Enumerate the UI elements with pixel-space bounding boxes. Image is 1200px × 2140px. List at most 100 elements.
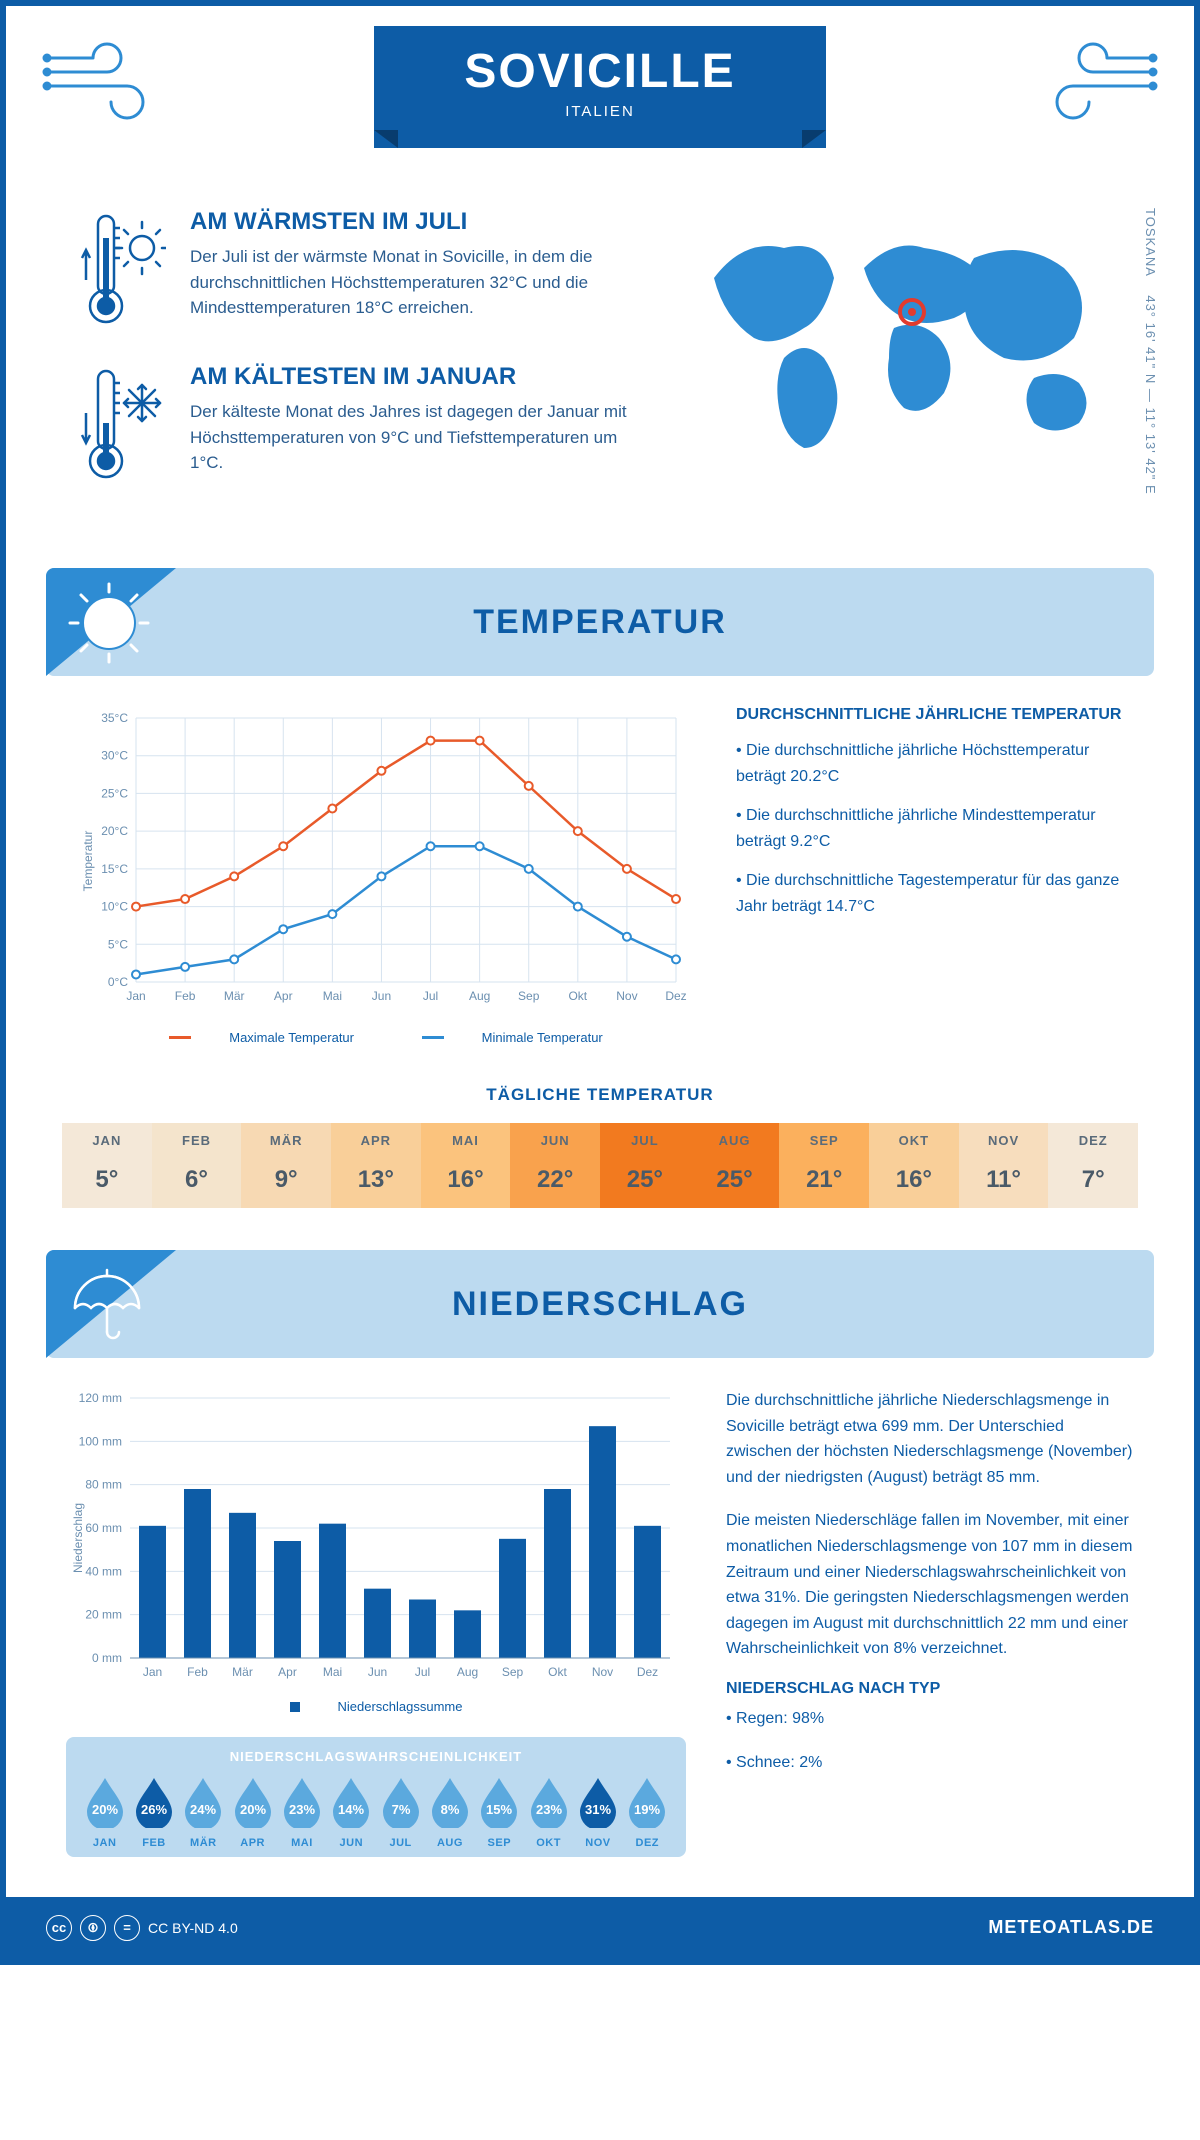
precip-left: 0 mm 20 mm 40 mm 60 mm 80 mm 100 mm 120 mm Nied… (66, 1388, 686, 1857)
svg-text:Nov: Nov (592, 1665, 613, 1679)
svg-text:Temperatur: Temperatur (81, 831, 95, 892)
precip-type2: • Schnee: 2% (726, 1750, 1134, 1776)
infographic-frame: SOVICILLE ITALIEN (0, 0, 1200, 1965)
svg-text:15%: 15% (486, 1802, 512, 1817)
svg-text:Apr: Apr (274, 989, 293, 1003)
heat-cell: NOV11° (959, 1123, 1049, 1208)
svg-text:Okt: Okt (548, 1665, 567, 1679)
drop-cell: 24% MÄR (179, 1774, 228, 1849)
world-map-svg (694, 208, 1124, 468)
heat-table: JAN5°FEB6°MÄR9°APR13°MAI16°JUN22°JUL25°A… (62, 1123, 1138, 1208)
svg-text:Okt: Okt (568, 989, 587, 1003)
svg-text:8%: 8% (441, 1802, 460, 1817)
thermometer-snow-icon (76, 363, 166, 483)
svg-text:25°C: 25°C (101, 786, 128, 800)
svg-text:7%: 7% (391, 1802, 410, 1817)
heat-cell: OKT16° (869, 1123, 959, 1208)
drop-cell: 20% JAN (80, 1774, 129, 1849)
drop-cell: 23% OKT (524, 1774, 573, 1849)
license-text: CC BY-ND 4.0 (148, 1920, 238, 1936)
svg-text:20 mm: 20 mm (85, 1608, 122, 1622)
fact-warm-title: AM WÄRMSTEN IM JULI (190, 208, 654, 236)
svg-text:Feb: Feb (175, 989, 196, 1003)
svg-text:Feb: Feb (187, 1665, 208, 1679)
temp-p3: • Die durchschnittliche Tagestemperatur … (736, 868, 1124, 919)
precip-heading: NIEDERSCHLAG (452, 1285, 748, 1324)
heat-cell: AUG25° (690, 1123, 780, 1208)
svg-text:23%: 23% (536, 1802, 562, 1817)
heat-cell: FEB6° (152, 1123, 242, 1208)
svg-text:Dez: Dez (665, 989, 686, 1003)
drop-cell: 23% MAI (277, 1774, 326, 1849)
world-map: TOSKANA 43° 16' 41" N — 11° 13' 42" E (694, 208, 1124, 518)
precip-type-heading: NIEDERSCHLAG NACH TYP (726, 1680, 1134, 1698)
drop-cell: 31% NOV (573, 1774, 622, 1849)
heat-cell: JUL25° (600, 1123, 690, 1208)
cc-icon: cc (46, 1915, 72, 1941)
svg-text:80 mm: 80 mm (85, 1478, 122, 1492)
svg-text:20%: 20% (92, 1802, 118, 1817)
heat-cell: DEZ7° (1048, 1123, 1138, 1208)
svg-text:60 mm: 60 mm (85, 1521, 122, 1535)
drop-cell: 15% SEP (475, 1774, 524, 1849)
nd-icon: = (114, 1915, 140, 1941)
wind-icon (1028, 34, 1158, 124)
region: TOSKANA (1143, 208, 1158, 277)
svg-text:26%: 26% (141, 1802, 167, 1817)
svg-text:0 mm: 0 mm (92, 1651, 122, 1665)
prob-box: NIEDERSCHLAGSWAHRSCHEINLICHKEIT 20% JAN … (66, 1737, 686, 1857)
fact-warm: AM WÄRMSTEN IM JULI Der Juli ist der wär… (76, 208, 654, 333)
svg-text:Niederschlag: Niederschlag (71, 1503, 85, 1573)
prob-heading: NIEDERSCHLAGSWAHRSCHEINLICHKEIT (80, 1749, 672, 1764)
svg-text:Mär: Mär (232, 1665, 253, 1679)
svg-text:0°C: 0°C (108, 975, 128, 989)
precip-p2: Die meisten Niederschläge fallen im Nove… (726, 1508, 1134, 1662)
svg-text:Aug: Aug (457, 1665, 478, 1679)
drop-cell: 8% AUG (425, 1774, 474, 1849)
svg-text:100 mm: 100 mm (79, 1434, 122, 1448)
temp-text: DURCHSCHNITTLICHE JÄHRLICHE TEMPERATUR •… (736, 706, 1124, 934)
coordinates: 43° 16' 41" N — 11° 13' 42" E (1143, 295, 1158, 494)
precip-type1: • Regen: 98% (726, 1706, 1134, 1732)
svg-text:Jun: Jun (368, 1665, 387, 1679)
svg-text:24%: 24% (190, 1802, 216, 1817)
svg-text:23%: 23% (289, 1802, 315, 1817)
drop-cell: 7% JUL (376, 1774, 425, 1849)
precip-text: Die durchschnittliche jährliche Niedersc… (726, 1388, 1134, 1857)
fact-cold: AM KÄLTESTEN IM JANUAR Der kälteste Mona… (76, 363, 654, 488)
svg-text:35°C: 35°C (101, 711, 128, 725)
svg-text:Jan: Jan (126, 989, 145, 1003)
temp-heading: TEMPERATUR (473, 603, 727, 642)
svg-text:15°C: 15°C (101, 862, 128, 876)
svg-text:120 mm: 120 mm (79, 1391, 122, 1405)
temp-banner: TEMPERATUR (46, 568, 1154, 676)
fact-warm-text: Der Juli ist der wärmste Monat in Sovici… (190, 244, 654, 321)
svg-text:Jul: Jul (415, 1665, 430, 1679)
by-icon: 🅯 (80, 1915, 106, 1941)
svg-text:20%: 20% (240, 1802, 266, 1817)
intro-facts: AM WÄRMSTEN IM JULI Der Juli ist der wär… (76, 208, 654, 518)
precip-row: 0 mm 20 mm 40 mm 60 mm 80 mm 100 mm 120 mm Nied… (6, 1388, 1194, 1897)
svg-text:31%: 31% (585, 1802, 611, 1817)
temp-row: 0°C5°C10°C15°C20°C25°C30°C35°CJanFebMärA… (6, 706, 1194, 1075)
svg-text:Nov: Nov (616, 989, 637, 1003)
svg-text:Jul: Jul (423, 989, 438, 1003)
fact-cold-text: Der kälteste Monat des Jahres ist dagege… (190, 399, 654, 476)
temp-legend: Maximale Temperatur Minimale Temperatur (76, 1027, 696, 1045)
daily-temp-heading: TÄGLICHE TEMPERATUR (6, 1085, 1194, 1105)
drop-cell: 26% FEB (129, 1774, 178, 1849)
svg-text:Dez: Dez (637, 1665, 658, 1679)
svg-text:Mär: Mär (224, 989, 245, 1003)
footer: cc 🅯 = CC BY-ND 4.0 METEOATLAS.DE (6, 1897, 1194, 1959)
country-name: ITALIEN (464, 103, 735, 120)
fact-cold-title: AM KÄLTESTEN IM JANUAR (190, 363, 654, 391)
drop-cell: 19% DEZ (623, 1774, 672, 1849)
svg-text:Sep: Sep (502, 1665, 524, 1679)
svg-text:Apr: Apr (278, 1665, 297, 1679)
svg-text:Mai: Mai (323, 989, 342, 1003)
svg-text:30°C: 30°C (101, 749, 128, 763)
drop-cell: 20% APR (228, 1774, 277, 1849)
svg-text:40 mm: 40 mm (85, 1564, 122, 1578)
svg-text:Mai: Mai (323, 1665, 342, 1679)
svg-text:Jan: Jan (143, 1665, 162, 1679)
